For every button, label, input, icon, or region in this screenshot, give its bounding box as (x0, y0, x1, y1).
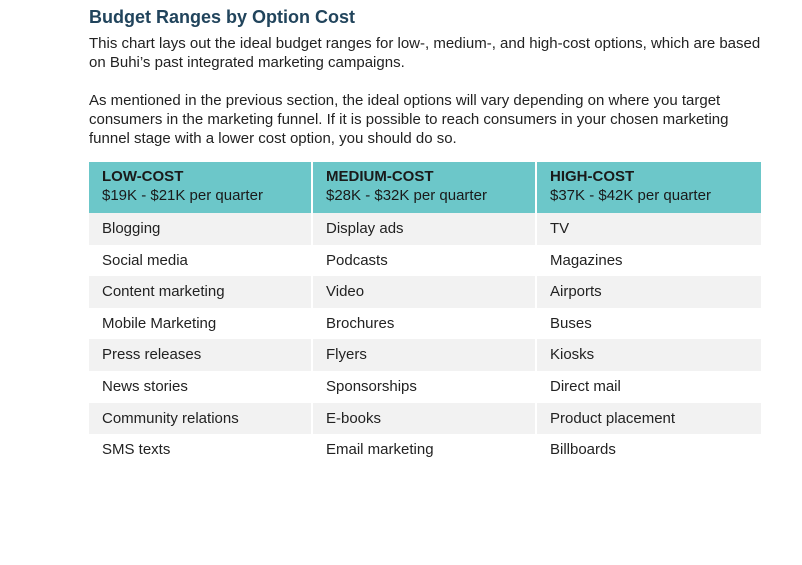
table-cell: TV (537, 213, 761, 245)
table-cell: Mobile Marketing (89, 307, 313, 340)
table-cell: Content marketing (89, 276, 313, 308)
table-cell: Flyers (313, 339, 537, 371)
table-cell: News stories (89, 370, 313, 403)
table-header-row: LOW-COST $19K - $21K per quarter MEDIUM-… (89, 162, 761, 213)
budget-table: LOW-COST $19K - $21K per quarter MEDIUM-… (89, 162, 761, 466)
table-cell: Press releases (89, 339, 313, 371)
table-cell: Community relations (89, 402, 313, 435)
section-title: Budget Ranges by Option Cost (89, 7, 356, 27)
table-cell: Magazines (537, 244, 761, 277)
table-cell: Blogging (89, 213, 313, 245)
table-row: SMS texts Email marketing Billboards (89, 434, 761, 466)
intro-paragraph: This chart lays out the ideal budget ran… (89, 35, 761, 71)
table-cell: SMS texts (89, 434, 313, 466)
table-cell: Buses (537, 307, 761, 340)
column-header-medium-cost: MEDIUM-COST $28K - $32K per quarter (313, 162, 537, 213)
table-row: Blogging Display ads TV (89, 213, 761, 245)
funnel-paragraph: As mentioned in the previous section, th… (89, 92, 729, 147)
table-cell: Product placement (537, 402, 761, 435)
table-cell: Billboards (537, 434, 761, 466)
column-range: $19K - $21K per quarter (102, 187, 263, 204)
table-cell: Podcasts (313, 244, 537, 277)
table-cell: Email marketing (313, 434, 537, 466)
table-row: Press releases Flyers Kiosks (89, 339, 761, 371)
column-header-high-cost: HIGH-COST $37K - $42K per quarter (537, 162, 761, 213)
column-name: MEDIUM-COST (326, 168, 434, 185)
table-cell: E-books (313, 402, 537, 435)
column-header-low-cost: LOW-COST $19K - $21K per quarter (89, 162, 313, 213)
column-name: LOW-COST (102, 168, 184, 185)
document-section: Budget Ranges by Option Cost This chart … (89, 6, 761, 466)
column-range: $28K - $32K per quarter (326, 187, 487, 204)
table-cell: Brochures (313, 307, 537, 340)
table-cell: Sponsorships (313, 370, 537, 403)
table-row: Content marketing Video Airports (89, 276, 761, 308)
table-row: Mobile Marketing Brochures Buses (89, 307, 761, 340)
table-row: Community relations E-books Product plac… (89, 402, 761, 435)
table-cell: Kiosks (537, 339, 761, 371)
table-cell: Airports (537, 276, 761, 308)
table-cell: Display ads (313, 213, 537, 245)
table-cell: Social media (89, 244, 313, 277)
table-cell: Video (313, 276, 537, 308)
table-row: News stories Sponsorships Direct mail (89, 370, 761, 403)
table-row: Social media Podcasts Magazines (89, 244, 761, 277)
table-cell: Direct mail (537, 370, 761, 403)
column-name: HIGH-COST (550, 168, 635, 185)
column-range: $37K - $42K per quarter (550, 187, 711, 204)
